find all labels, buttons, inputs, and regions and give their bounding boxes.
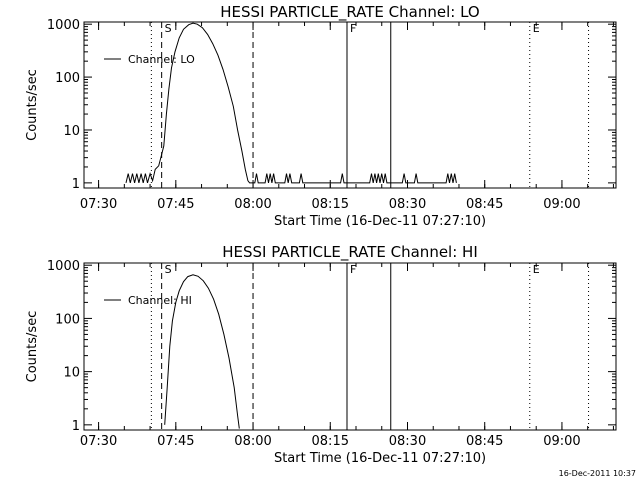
- panel-1-x-tick-label: 08:00: [234, 197, 271, 212]
- panel-2-x-tick-label: 07:30: [80, 434, 117, 449]
- panel-1-x-axis-label: Start Time (16-Dec-11 07:27:10): [274, 214, 486, 229]
- panel-2-plot-frame: [83, 262, 617, 431]
- panel-1-y-axis-label: Counts/sec: [25, 69, 40, 141]
- panel-2-marker-label: F: [350, 263, 356, 276]
- panel-2-y-tick-label: 10: [63, 366, 80, 381]
- panel-2-marker-label: S: [165, 263, 172, 276]
- panel-1-y-tick-label: 1: [72, 177, 80, 192]
- panel-2-y-tick-label: 1: [72, 419, 80, 434]
- panel-1-marker-label: F: [350, 22, 356, 35]
- panel-1-marker-label: E: [533, 22, 540, 35]
- panel-1-y-tick-label: 100: [55, 71, 80, 86]
- panel-1-y-tick-label: 1000: [47, 18, 80, 33]
- panel-2-x-tick-label: 07:45: [157, 434, 194, 449]
- panel-2-x-tick-label: 08:30: [389, 434, 426, 449]
- panel-2-series-line: [164, 274, 240, 429]
- panel-2-y-tick-label: 1000: [47, 259, 80, 274]
- panel-1-series-line: [125, 22, 457, 184]
- panel-2-title: HESSI PARTICLE_RATE Channel: HI: [222, 243, 478, 262]
- panel-1-legend-label: Channel: LO: [128, 53, 195, 66]
- timestamp-stamp: 16-Dec-2011 10:37: [558, 469, 636, 478]
- panel-2-x-tick-label: 08:45: [466, 434, 503, 449]
- panel-2-y-axis-label: Counts/sec: [25, 311, 40, 383]
- panel-2-x-tick-label: 08:15: [312, 434, 349, 449]
- panel-2-marker-label: E: [533, 263, 540, 276]
- panel-1-x-tick-label: 07:30: [80, 197, 117, 212]
- panel-2-legend-label: Channel: HI: [128, 294, 192, 307]
- panel-1-x-tick-label: 07:45: [157, 197, 194, 212]
- panel-1-x-tick-label: 09:00: [543, 197, 580, 212]
- panel-2-x-axis-label: Start Time (16-Dec-11 07:27:10): [274, 451, 486, 466]
- panel-1-x-tick-label: 08:45: [466, 197, 503, 212]
- panel-1-x-tick-label: 08:15: [312, 197, 349, 212]
- panel-2-x-tick-label: 09:00: [543, 434, 580, 449]
- panel-1-title: HESSI PARTICLE_RATE Channel: LO: [220, 3, 479, 22]
- panel-1-x-tick-label: 08:30: [389, 197, 426, 212]
- panel-2-y-tick-label: 100: [55, 312, 80, 327]
- panel-2-x-tick-label: 08:00: [234, 434, 271, 449]
- panel-1-y-tick-label: 10: [63, 124, 80, 139]
- panel-1-plot-frame: [83, 21, 617, 189]
- panel-1-marker-label: S: [165, 22, 172, 35]
